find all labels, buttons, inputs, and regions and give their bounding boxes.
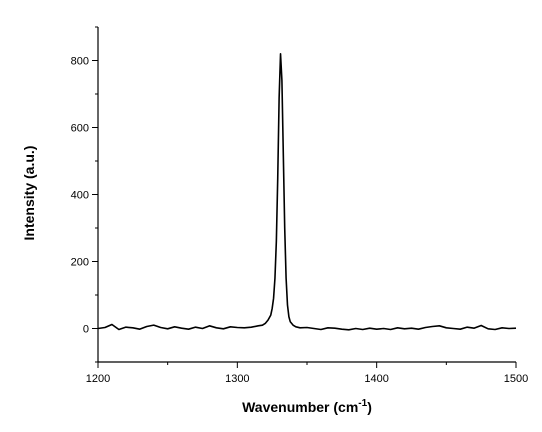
x-tick-label: 1500 (504, 373, 528, 385)
plot-axes (97, 27, 516, 363)
spectrum-line (97, 52, 517, 331)
x-axis-title: Wavenumber (cm-1) (242, 398, 372, 415)
y-axis-title: Intensity (a.u.) (21, 146, 37, 241)
y-tick-label: 400 (71, 190, 89, 202)
y-tick-label: 0 (83, 324, 89, 336)
tick-layer: 1200 1300 1400 1500 0 200 400 600 800 (71, 26, 528, 385)
series-layer (97, 52, 517, 331)
y-tick-label: 600 (71, 123, 89, 135)
x-tick-label: 1200 (86, 373, 110, 385)
x-tick-label: 1300 (225, 373, 249, 385)
y-tick-label: 800 (71, 56, 89, 68)
y-tick-label: 200 (71, 257, 89, 269)
x-tick-label: 1400 (364, 373, 388, 385)
